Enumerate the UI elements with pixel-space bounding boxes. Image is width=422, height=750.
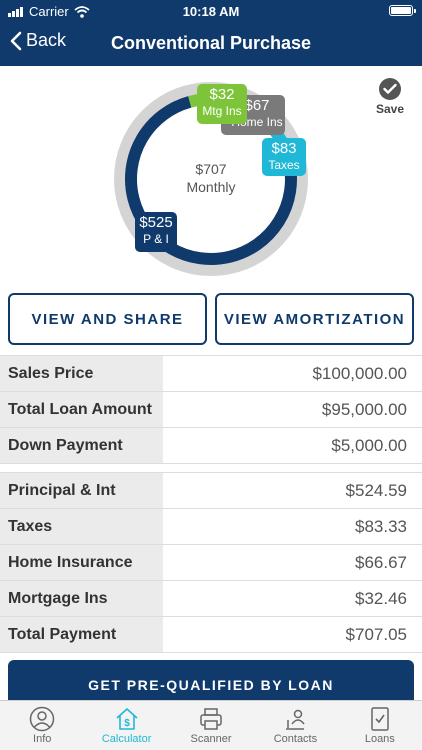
view-amortization-button[interactable]: VIEW AMORTIZATION xyxy=(215,293,414,345)
row-value: $95,000.00 xyxy=(321,399,407,419)
tab-label: Scanner xyxy=(190,733,232,745)
row-label: Total Loan Amount xyxy=(0,392,163,427)
table-row: Principal & Int $524.59 xyxy=(0,473,422,509)
payment-breakdown-table: Principal & Int $524.59 Taxes $83.33 Hom… xyxy=(0,472,422,653)
wifi-icon xyxy=(74,5,90,18)
tab-label: Calculator xyxy=(101,733,152,745)
slice-amount: $67 xyxy=(244,97,270,114)
status-bar: Carrier 10:18 AM xyxy=(0,0,422,22)
battery-icon xyxy=(389,5,416,16)
row-value: $83.33 xyxy=(355,516,407,536)
status-time: 10:18 AM xyxy=(182,4,240,19)
row-label: Home Insurance xyxy=(0,545,163,580)
back-button[interactable]: Back xyxy=(10,30,66,51)
back-label: Back xyxy=(26,30,67,50)
house-dollar-icon: $ xyxy=(116,708,138,730)
table-row: Down Payment $5,000.00 xyxy=(0,428,422,464)
slice-name: Taxes xyxy=(268,158,300,172)
slice-name: Mtg Ins xyxy=(202,104,242,118)
table-row: Sales Price $100,000.00 xyxy=(0,356,422,392)
checkmark-icon xyxy=(379,78,401,100)
table-row: Home Insurance $66.67 xyxy=(0,545,422,581)
row-label: Principal & Int xyxy=(0,473,163,508)
tab-calculator[interactable]: $ Calculator xyxy=(84,701,168,750)
table-row: Total Payment $707.05 xyxy=(0,617,422,653)
slice-label-taxes: $83 Taxes xyxy=(262,138,306,176)
slice-amount: $525 xyxy=(139,214,173,231)
tab-label: Loans xyxy=(364,733,395,745)
tab-label: Contacts xyxy=(273,733,318,745)
tab-scanner[interactable]: Scanner xyxy=(169,701,253,750)
slice-name: P & I xyxy=(143,232,169,246)
row-label: Mortgage Ins xyxy=(0,581,163,616)
row-value: $707.05 xyxy=(345,624,407,644)
svg-text:$: $ xyxy=(124,718,130,729)
slice-amount: $83 xyxy=(271,140,297,157)
row-label: Down Payment xyxy=(0,428,163,463)
row-label: Taxes xyxy=(0,509,163,544)
loan-summary-table: Sales Price $100,000.00 Total Loan Amoun… xyxy=(0,355,422,464)
contacts-icon xyxy=(286,709,306,730)
person-icon xyxy=(29,706,55,732)
row-value: $524.59 xyxy=(345,480,407,500)
monthly-total-value: $707 xyxy=(195,161,227,177)
tab-loans[interactable]: Loans xyxy=(338,701,422,750)
row-value: $32.46 xyxy=(355,588,407,608)
table-row: Taxes $83.33 xyxy=(0,509,422,545)
table-row: Total Loan Amount $95,000.00 xyxy=(0,392,422,428)
slice-label-p-and-i: $525 P & I xyxy=(135,212,177,252)
view-and-share-button[interactable]: VIEW AND SHARE xyxy=(8,293,207,345)
row-value: $5,000.00 xyxy=(331,435,407,455)
save-button[interactable]: Save xyxy=(372,78,408,116)
carrier-indicator: Carrier xyxy=(8,4,90,19)
printer-icon xyxy=(200,708,222,730)
slice-label-mtg-ins: $32 Mtg Ins xyxy=(197,84,247,124)
table-row: Mortgage Ins $32.46 xyxy=(0,581,422,617)
tab-info[interactable]: Info xyxy=(0,701,84,750)
row-label: Total Payment xyxy=(0,617,163,652)
get-pre-qualified-button[interactable]: GET PRE-QUALIFIED BY LOAN xyxy=(8,660,414,704)
save-label: Save xyxy=(375,102,405,116)
row-value: $100,000.00 xyxy=(312,363,407,383)
chevron-left-icon xyxy=(10,31,22,50)
document-check-icon xyxy=(371,707,389,731)
slice-amount: $32 xyxy=(209,86,235,103)
payment-chart: $707 Monthly $67 Home Ins $32 Mtg Ins $8… xyxy=(0,66,422,288)
row-value: $66.67 xyxy=(355,552,407,572)
carrier-name: Carrier xyxy=(29,4,69,19)
nav-bar: Back Conventional Purchase xyxy=(0,22,422,66)
tab-bar: Info $ Calculator Scanner Contacts Loans xyxy=(0,700,422,750)
tab-label: Info xyxy=(33,733,52,745)
tab-contacts[interactable]: Contacts xyxy=(253,701,337,750)
row-label: Sales Price xyxy=(0,356,163,391)
signal-icon xyxy=(8,6,23,17)
monthly-total-label: Monthly xyxy=(186,179,236,195)
monthly-total: $707 Monthly xyxy=(161,160,261,196)
header: Carrier 10:18 AM Back Conventional Purch… xyxy=(0,0,422,66)
